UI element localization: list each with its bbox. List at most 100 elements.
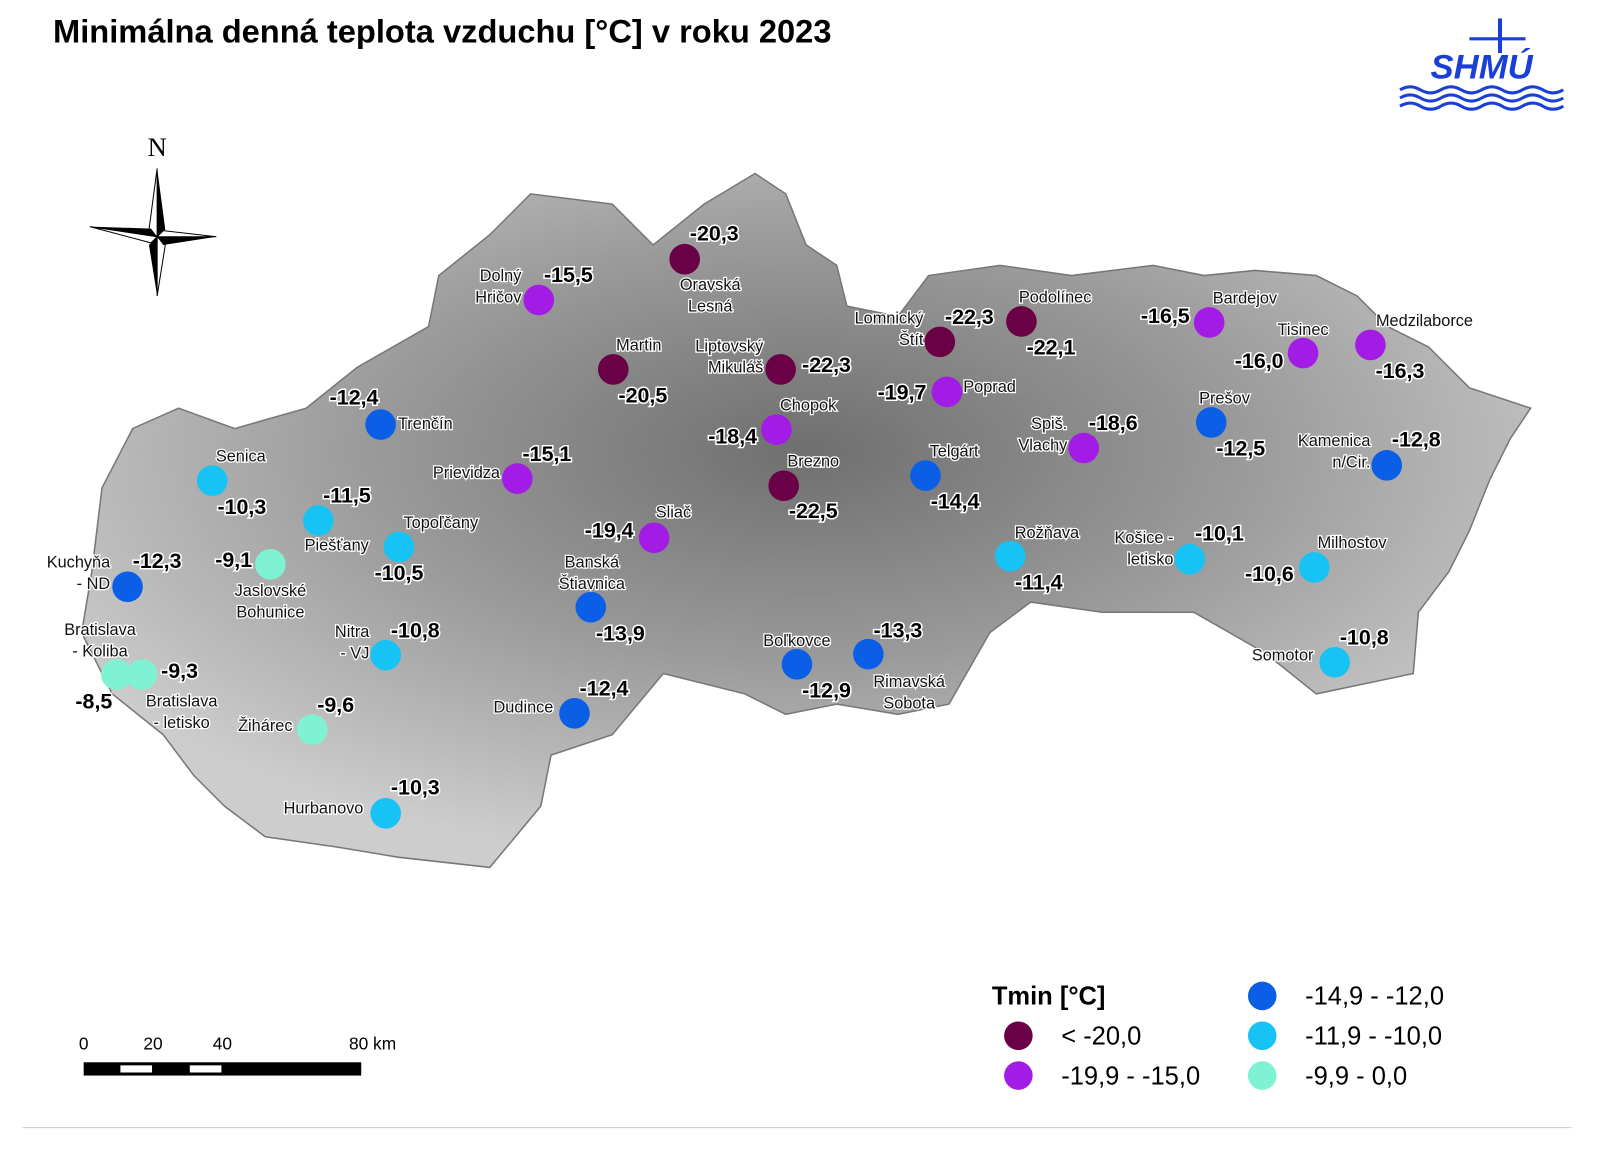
station-name: Piešťany	[305, 536, 370, 554]
station-name: Banská	[565, 554, 620, 572]
logo-text: SHMÚ	[1431, 47, 1534, 87]
station-marker	[1319, 646, 1350, 678]
legend-title: Tmin [°C]	[992, 983, 1106, 1011]
station-name: Martin	[616, 336, 661, 354]
station-value: -19,4	[585, 518, 634, 542]
station-marker	[1298, 552, 1330, 583]
scale-label: 80 km	[349, 1034, 396, 1054]
station-value: -14,4	[931, 490, 980, 514]
station-marker	[768, 470, 799, 502]
station-value: -22,3	[802, 353, 851, 377]
station-name: Liptovský	[695, 337, 764, 355]
station-value: -20,5	[618, 384, 667, 408]
station-name: Štít	[899, 330, 924, 349]
station-value: -12,4	[580, 676, 629, 700]
station-name: Bardejov	[1213, 289, 1278, 307]
north-label: N	[148, 132, 167, 162]
stations: Dolný Hričov -15,5 Oravská Lesná -20,3 Martin -…	[45, 220, 1474, 829]
scale-bar: 0 20 40 80 km	[79, 1034, 396, 1076]
station-value: -13,3	[874, 618, 923, 642]
legend-label: -19,9 - -15,0	[1061, 1062, 1200, 1090]
legend-swatch	[1247, 1061, 1277, 1090]
station-value: -15,5	[544, 263, 593, 287]
station-value: -9,1	[215, 548, 252, 572]
station-name: letisko	[1127, 551, 1173, 569]
station-name: Poprad	[963, 378, 1016, 396]
station-value: -10,5	[375, 561, 424, 585]
station-marker	[112, 571, 143, 603]
scale-label: 20	[143, 1034, 162, 1054]
station-name: Bratislava	[64, 621, 137, 639]
station-marker	[931, 376, 963, 408]
station-name: Trenčín	[398, 415, 453, 433]
station-value: -10,8	[1340, 625, 1389, 649]
station-value: -22,5	[789, 499, 838, 523]
legend-swatch	[1004, 1061, 1033, 1090]
station-name: Chopok	[780, 396, 837, 414]
station-marker	[597, 354, 629, 385]
station-name: Sliač	[656, 504, 691, 522]
station-value: -18,4	[708, 424, 757, 448]
legend-label: -9,9 - 0,0	[1305, 1062, 1407, 1090]
station-marker	[910, 460, 941, 491]
station-name: Oravská	[680, 276, 742, 294]
station-name: Košice -	[1115, 529, 1174, 547]
station-value: -12,3	[133, 549, 182, 573]
station-marker	[1355, 329, 1386, 361]
station-value: -11,5	[323, 484, 371, 508]
station-name: Bratislava	[146, 692, 219, 710]
station-name: Brezno	[787, 453, 839, 471]
scale-label: 40	[213, 1034, 232, 1054]
station-name: - ND	[77, 575, 111, 593]
station-name: Milhostov	[1318, 534, 1388, 552]
station-marker	[781, 649, 813, 680]
station-name: Somotor	[1252, 646, 1314, 664]
station-marker	[1068, 432, 1099, 464]
legend-swatch	[1247, 1021, 1277, 1051]
station-value: -22,3	[945, 305, 994, 329]
station-value: -16,0	[1235, 349, 1284, 373]
country-relief	[80, 172, 1532, 869]
station-value: -9,6	[317, 693, 354, 717]
station-name: Žihárec	[238, 716, 292, 735]
station-name: Rimavská	[873, 673, 946, 691]
legend: Tmin [°C] < -20,0 -19,9 - -15,0 -14,9 - -1…	[992, 981, 1444, 1090]
station-marker	[1006, 306, 1037, 337]
station-marker	[853, 638, 884, 670]
station-name: Rožňava	[1015, 524, 1080, 542]
station-value: -10,6	[1245, 562, 1294, 586]
station-name: Topoľčany	[404, 514, 479, 532]
north-arrow: N	[89, 132, 217, 297]
station-name: Kamenica	[1298, 432, 1371, 450]
station-name: - Koliba	[72, 642, 128, 660]
legend-swatch	[1247, 981, 1277, 1011]
station-marker	[924, 326, 956, 358]
station-marker	[1287, 337, 1319, 369]
station-value: -10,8	[391, 618, 440, 642]
station-name: Boľkovce	[763, 632, 830, 650]
station-marker	[1174, 543, 1206, 575]
station-marker	[126, 659, 158, 690]
station-name: Sobota	[883, 694, 936, 712]
map-title: Minimálna denná teplota vzduchu [°C] v r…	[53, 12, 831, 49]
station-name: n/Cir.	[1332, 454, 1370, 472]
station-marker	[1371, 450, 1403, 481]
station-value: -10,1	[1195, 521, 1244, 545]
station-marker	[255, 549, 286, 580]
station-marker	[575, 591, 607, 623]
station-name: Telgárt	[930, 442, 979, 460]
station-name: Lesná	[688, 297, 733, 315]
station-value: -18,6	[1089, 411, 1138, 435]
station-marker	[365, 409, 396, 440]
station-value: -19,7	[878, 381, 927, 405]
station-name: - letisko	[154, 714, 210, 732]
station-value: -9,3	[161, 659, 198, 683]
station-marker	[559, 698, 590, 729]
station-marker	[1193, 307, 1225, 338]
station-name: Dolný	[480, 267, 523, 285]
station-name: Prievidza	[433, 464, 501, 482]
station-marker	[669, 243, 700, 275]
station-name: Hričov	[475, 288, 522, 306]
station-value: -8,5	[75, 690, 112, 714]
station-name: Senica	[216, 447, 267, 465]
